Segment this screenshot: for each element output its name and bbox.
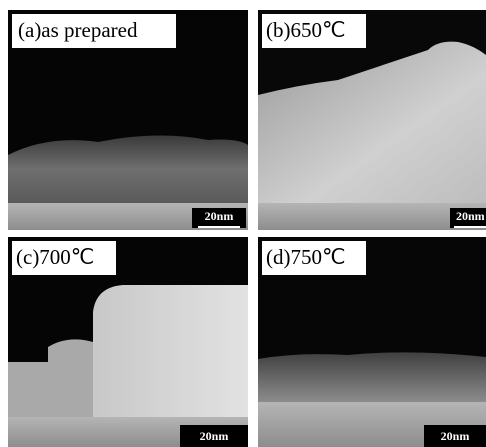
panel-d: (d)750℃ 20nm [258, 237, 486, 447]
scale-text: 20nm [200, 429, 229, 443]
grain-large [93, 285, 248, 417]
film-layer [8, 135, 248, 203]
figure: (a)as prepared 20nm (b)650℃ 20nm (c)700℃… [0, 0, 486, 447]
panel-label: (d)750℃ [266, 245, 346, 269]
panel-label: (b)650℃ [266, 18, 346, 42]
panel-label: (c)700℃ [16, 245, 94, 269]
panel-label: (a)as prepared [18, 18, 138, 42]
scale-text: 20nm [456, 209, 485, 223]
panel-a: (a)as prepared 20nm [8, 10, 248, 230]
panel-c: (c)700℃ 20nm [8, 237, 248, 447]
scale-text: 20nm [205, 209, 234, 223]
panel-b: (b)650℃ 20nm [258, 10, 486, 230]
film-layer [258, 352, 486, 402]
scale-text: 20nm [441, 429, 470, 443]
